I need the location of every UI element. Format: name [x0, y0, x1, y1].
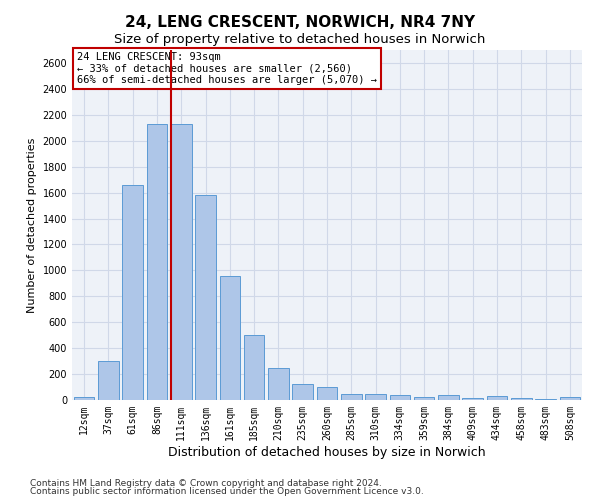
- Bar: [220, 276, 240, 400]
- Bar: [146, 124, 167, 400]
- Bar: [414, 398, 434, 400]
- Bar: [511, 398, 532, 400]
- Bar: [438, 396, 459, 400]
- Text: Contains HM Land Registry data © Crown copyright and database right 2024.: Contains HM Land Registry data © Crown c…: [30, 478, 382, 488]
- Bar: [317, 387, 337, 400]
- Text: 24, LENG CRESCENT, NORWICH, NR4 7NY: 24, LENG CRESCENT, NORWICH, NR4 7NY: [125, 15, 475, 30]
- Bar: [98, 361, 119, 400]
- Bar: [487, 396, 508, 400]
- Bar: [365, 394, 386, 400]
- Bar: [268, 368, 289, 400]
- Bar: [122, 185, 143, 400]
- X-axis label: Distribution of detached houses by size in Norwich: Distribution of detached houses by size …: [168, 446, 486, 458]
- Bar: [341, 394, 362, 400]
- Bar: [171, 124, 191, 400]
- Bar: [244, 334, 265, 400]
- Text: Size of property relative to detached houses in Norwich: Size of property relative to detached ho…: [115, 32, 485, 46]
- Y-axis label: Number of detached properties: Number of detached properties: [27, 138, 37, 312]
- Text: Contains public sector information licensed under the Open Government Licence v3: Contains public sector information licen…: [30, 487, 424, 496]
- Bar: [74, 397, 94, 400]
- Bar: [560, 397, 580, 400]
- Text: 24 LENG CRESCENT: 93sqm
← 33% of detached houses are smaller (2,560)
66% of semi: 24 LENG CRESCENT: 93sqm ← 33% of detache…: [77, 52, 377, 85]
- Bar: [463, 398, 483, 400]
- Bar: [195, 194, 216, 400]
- Bar: [389, 396, 410, 400]
- Bar: [292, 384, 313, 400]
